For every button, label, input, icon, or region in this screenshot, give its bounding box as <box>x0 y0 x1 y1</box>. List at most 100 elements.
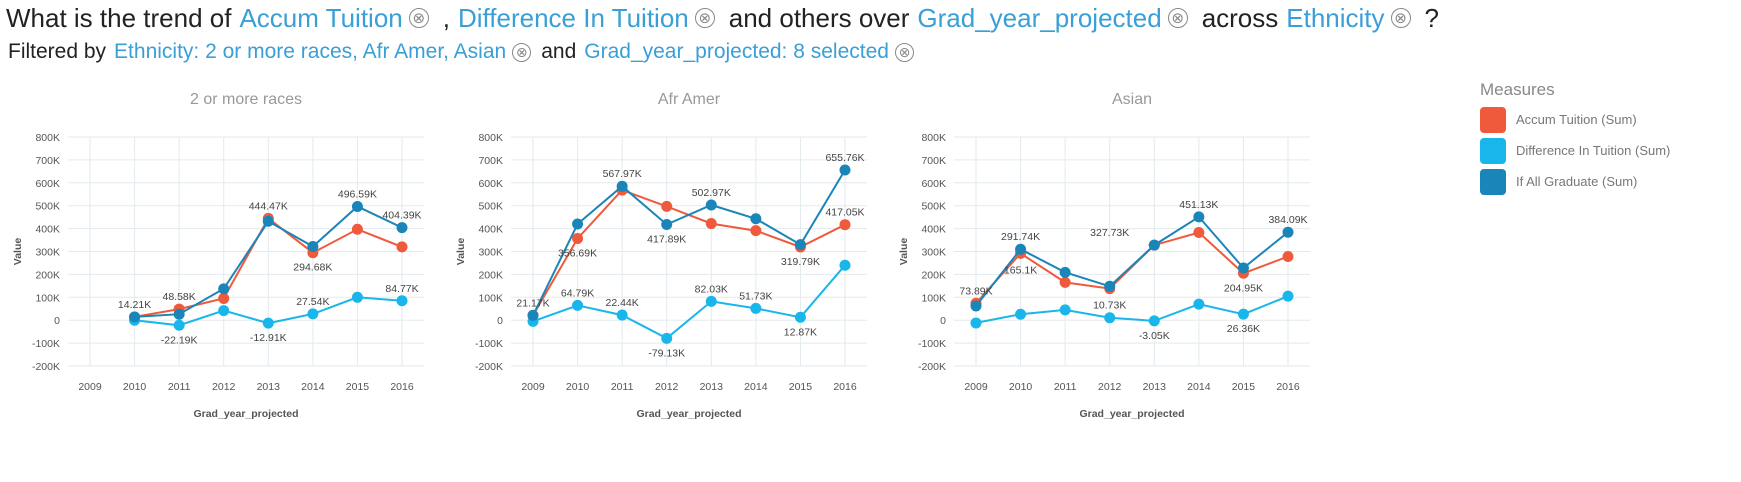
data-point <box>750 213 762 225</box>
y-tick-label: 600K <box>35 178 60 190</box>
y-tick-label: 0 <box>54 315 60 327</box>
filter-pill-ethnicity[interactable]: Ethnicity: 2 or more races, Afr Amer, As… <box>114 40 507 63</box>
data-point <box>218 305 230 317</box>
y-tick-label: -200K <box>32 361 60 373</box>
data-label: 26.36K <box>1227 323 1260 335</box>
data-label: 319.79K <box>781 256 820 268</box>
data-point <box>1282 226 1294 238</box>
data-point <box>839 259 851 271</box>
y-tick-label: 800K <box>478 132 503 144</box>
x-tick-label: 2011 <box>611 381 634 393</box>
x-tick-label: 2010 <box>566 381 590 393</box>
data-point <box>750 302 762 314</box>
data-label: 10.73K <box>1093 300 1126 312</box>
data-point <box>705 218 717 230</box>
x-tick-label: 2009 <box>78 381 102 393</box>
data-point <box>1148 315 1160 327</box>
x-tick-label: 2015 <box>346 381 370 393</box>
y-tick-label: 500K <box>35 201 60 213</box>
data-label: 655.76K <box>825 152 864 164</box>
filter-pill-grad-year[interactable]: Grad_year_projected: 8 selected <box>584 40 889 63</box>
remove-ethnicity-filter-icon[interactable]: ⊗ <box>512 42 532 62</box>
y-tick-label: 700K <box>478 155 503 167</box>
legend-label: If All Graduate (Sum) <box>1516 174 1638 189</box>
charts-canvas: 2 or more races -200K -100K 0 100K 200K 300K 40… <box>12 91 1310 420</box>
legend-item[interactable]: If All Graduate (Sum) <box>1480 166 1730 197</box>
x-tick-label: 2014 <box>1187 381 1211 393</box>
data-point <box>705 199 717 211</box>
question-text: , <box>442 2 450 33</box>
data-label: 291.74K <box>1001 231 1040 243</box>
data-label: 48.58K <box>163 291 196 303</box>
data-label: 64.79K <box>561 287 594 299</box>
filter-text: Filtered by <box>8 40 107 63</box>
data-label: 204.95K <box>1224 282 1263 294</box>
remove-difference-in-tuition-icon[interactable]: ⊗ <box>694 8 715 28</box>
y-tick-label: -100K <box>918 338 946 350</box>
x-tick-label: 2009 <box>964 381 988 393</box>
legend-swatch <box>1480 168 1506 195</box>
data-point <box>307 240 319 252</box>
data-label: -22.19K <box>161 334 198 346</box>
x-tick-label: 2013 <box>257 381 281 393</box>
y-tick-label: 0 <box>497 315 503 327</box>
data-label: 567.97K <box>603 168 642 180</box>
data-point <box>1059 266 1071 278</box>
legend-label: Difference In Tuition (Sum) <box>1516 143 1671 158</box>
dimension-pill-ethnicity[interactable]: Ethnicity <box>1286 2 1385 33</box>
data-point <box>351 291 363 303</box>
data-point <box>794 239 806 251</box>
x-axis-label: Grad_year_projected <box>193 408 298 420</box>
data-label: -3.05K <box>1139 330 1170 342</box>
legend: Measures Accum Tuition (Sum) Difference I… <box>1480 80 1730 197</box>
x-tick-label: 2015 <box>789 381 813 393</box>
y-tick-label: 800K <box>35 132 60 144</box>
y-tick-label: 100K <box>35 292 60 304</box>
data-point <box>970 317 982 329</box>
remove-grad-year-filter-icon[interactable]: ⊗ <box>894 42 914 62</box>
data-point <box>1148 239 1160 251</box>
data-point <box>396 222 408 234</box>
data-point <box>1193 211 1205 223</box>
legend-title: Measures <box>1480 80 1555 99</box>
y-axis-label: Value <box>455 238 467 266</box>
data-point <box>1104 312 1116 324</box>
data-label: 82.03K <box>695 283 728 295</box>
data-label: -12.91K <box>250 332 287 344</box>
data-label: 451.13K <box>1179 199 1218 211</box>
x-tick-label: 2012 <box>655 381 679 393</box>
y-tick-label: 700K <box>35 155 60 167</box>
remove-accum-tuition-icon[interactable]: ⊗ <box>408 8 429 28</box>
data-point <box>839 219 851 231</box>
data-point <box>750 225 762 237</box>
y-tick-label: 800K <box>921 132 946 144</box>
x-tick-label: 2011 <box>1054 381 1077 393</box>
data-point <box>1193 298 1205 310</box>
legend-item[interactable]: Difference In Tuition (Sum) <box>1480 135 1730 166</box>
data-point <box>1237 308 1249 320</box>
data-label: 356.69K <box>558 248 597 260</box>
data-point <box>1282 290 1294 302</box>
chart-panel: Afr Amer -200K -100K 0 100K 200K 300K 400K 500K 6… <box>455 91 867 420</box>
legend-item[interactable]: Accum Tuition (Sum) <box>1480 104 1730 135</box>
measure-pill-difference-in-tuition[interactable]: Difference In Tuition <box>457 2 689 33</box>
dimension-pill-grad-year[interactable]: Grad_year_projected <box>917 2 1162 33</box>
x-tick-label: 2011 <box>168 381 191 393</box>
data-point <box>173 308 185 320</box>
remove-grad-year-icon[interactable]: ⊗ <box>1167 8 1188 28</box>
data-point <box>839 164 851 176</box>
data-point <box>1015 308 1027 320</box>
x-tick-label: 2010 <box>123 381 147 393</box>
y-tick-label: 400K <box>478 224 503 236</box>
data-label: 22.44K <box>606 297 639 309</box>
measure-pill-accum-tuition[interactable]: Accum Tuition <box>239 2 403 33</box>
question-text: What is the trend of <box>6 2 232 33</box>
data-point <box>262 317 274 329</box>
filter-bar: Filtered by Ethnicity: 2 or more races, … <box>8 38 924 66</box>
y-tick-label: 200K <box>35 269 60 281</box>
data-point <box>661 200 673 212</box>
y-tick-label: 300K <box>478 247 503 259</box>
data-point <box>705 295 717 307</box>
x-tick-label: 2013 <box>1143 381 1167 393</box>
remove-ethnicity-icon[interactable]: ⊗ <box>1390 8 1411 28</box>
